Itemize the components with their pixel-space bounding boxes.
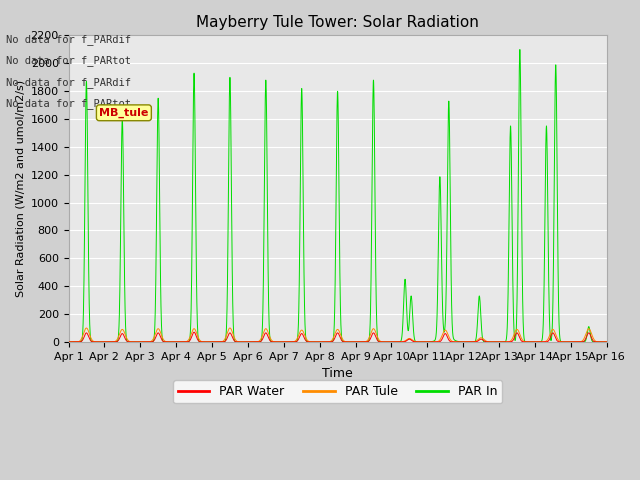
Text: No data for f_PARdif: No data for f_PARdif — [6, 34, 131, 45]
Text: No data for f_PARdif: No data for f_PARdif — [6, 77, 131, 88]
Y-axis label: Solar Radiation (W/m2 and umol/m2/s): Solar Radiation (W/m2 and umol/m2/s) — [15, 80, 25, 297]
Text: No data for f_PARtot: No data for f_PARtot — [6, 98, 131, 109]
X-axis label: Time: Time — [322, 367, 353, 380]
Text: No data for f_PARtot: No data for f_PARtot — [6, 55, 131, 66]
Title: Mayberry Tule Tower: Solar Radiation: Mayberry Tule Tower: Solar Radiation — [196, 15, 479, 30]
Text: MB_tule: MB_tule — [99, 108, 148, 118]
Legend: PAR Water, PAR Tule, PAR In: PAR Water, PAR Tule, PAR In — [173, 380, 502, 403]
